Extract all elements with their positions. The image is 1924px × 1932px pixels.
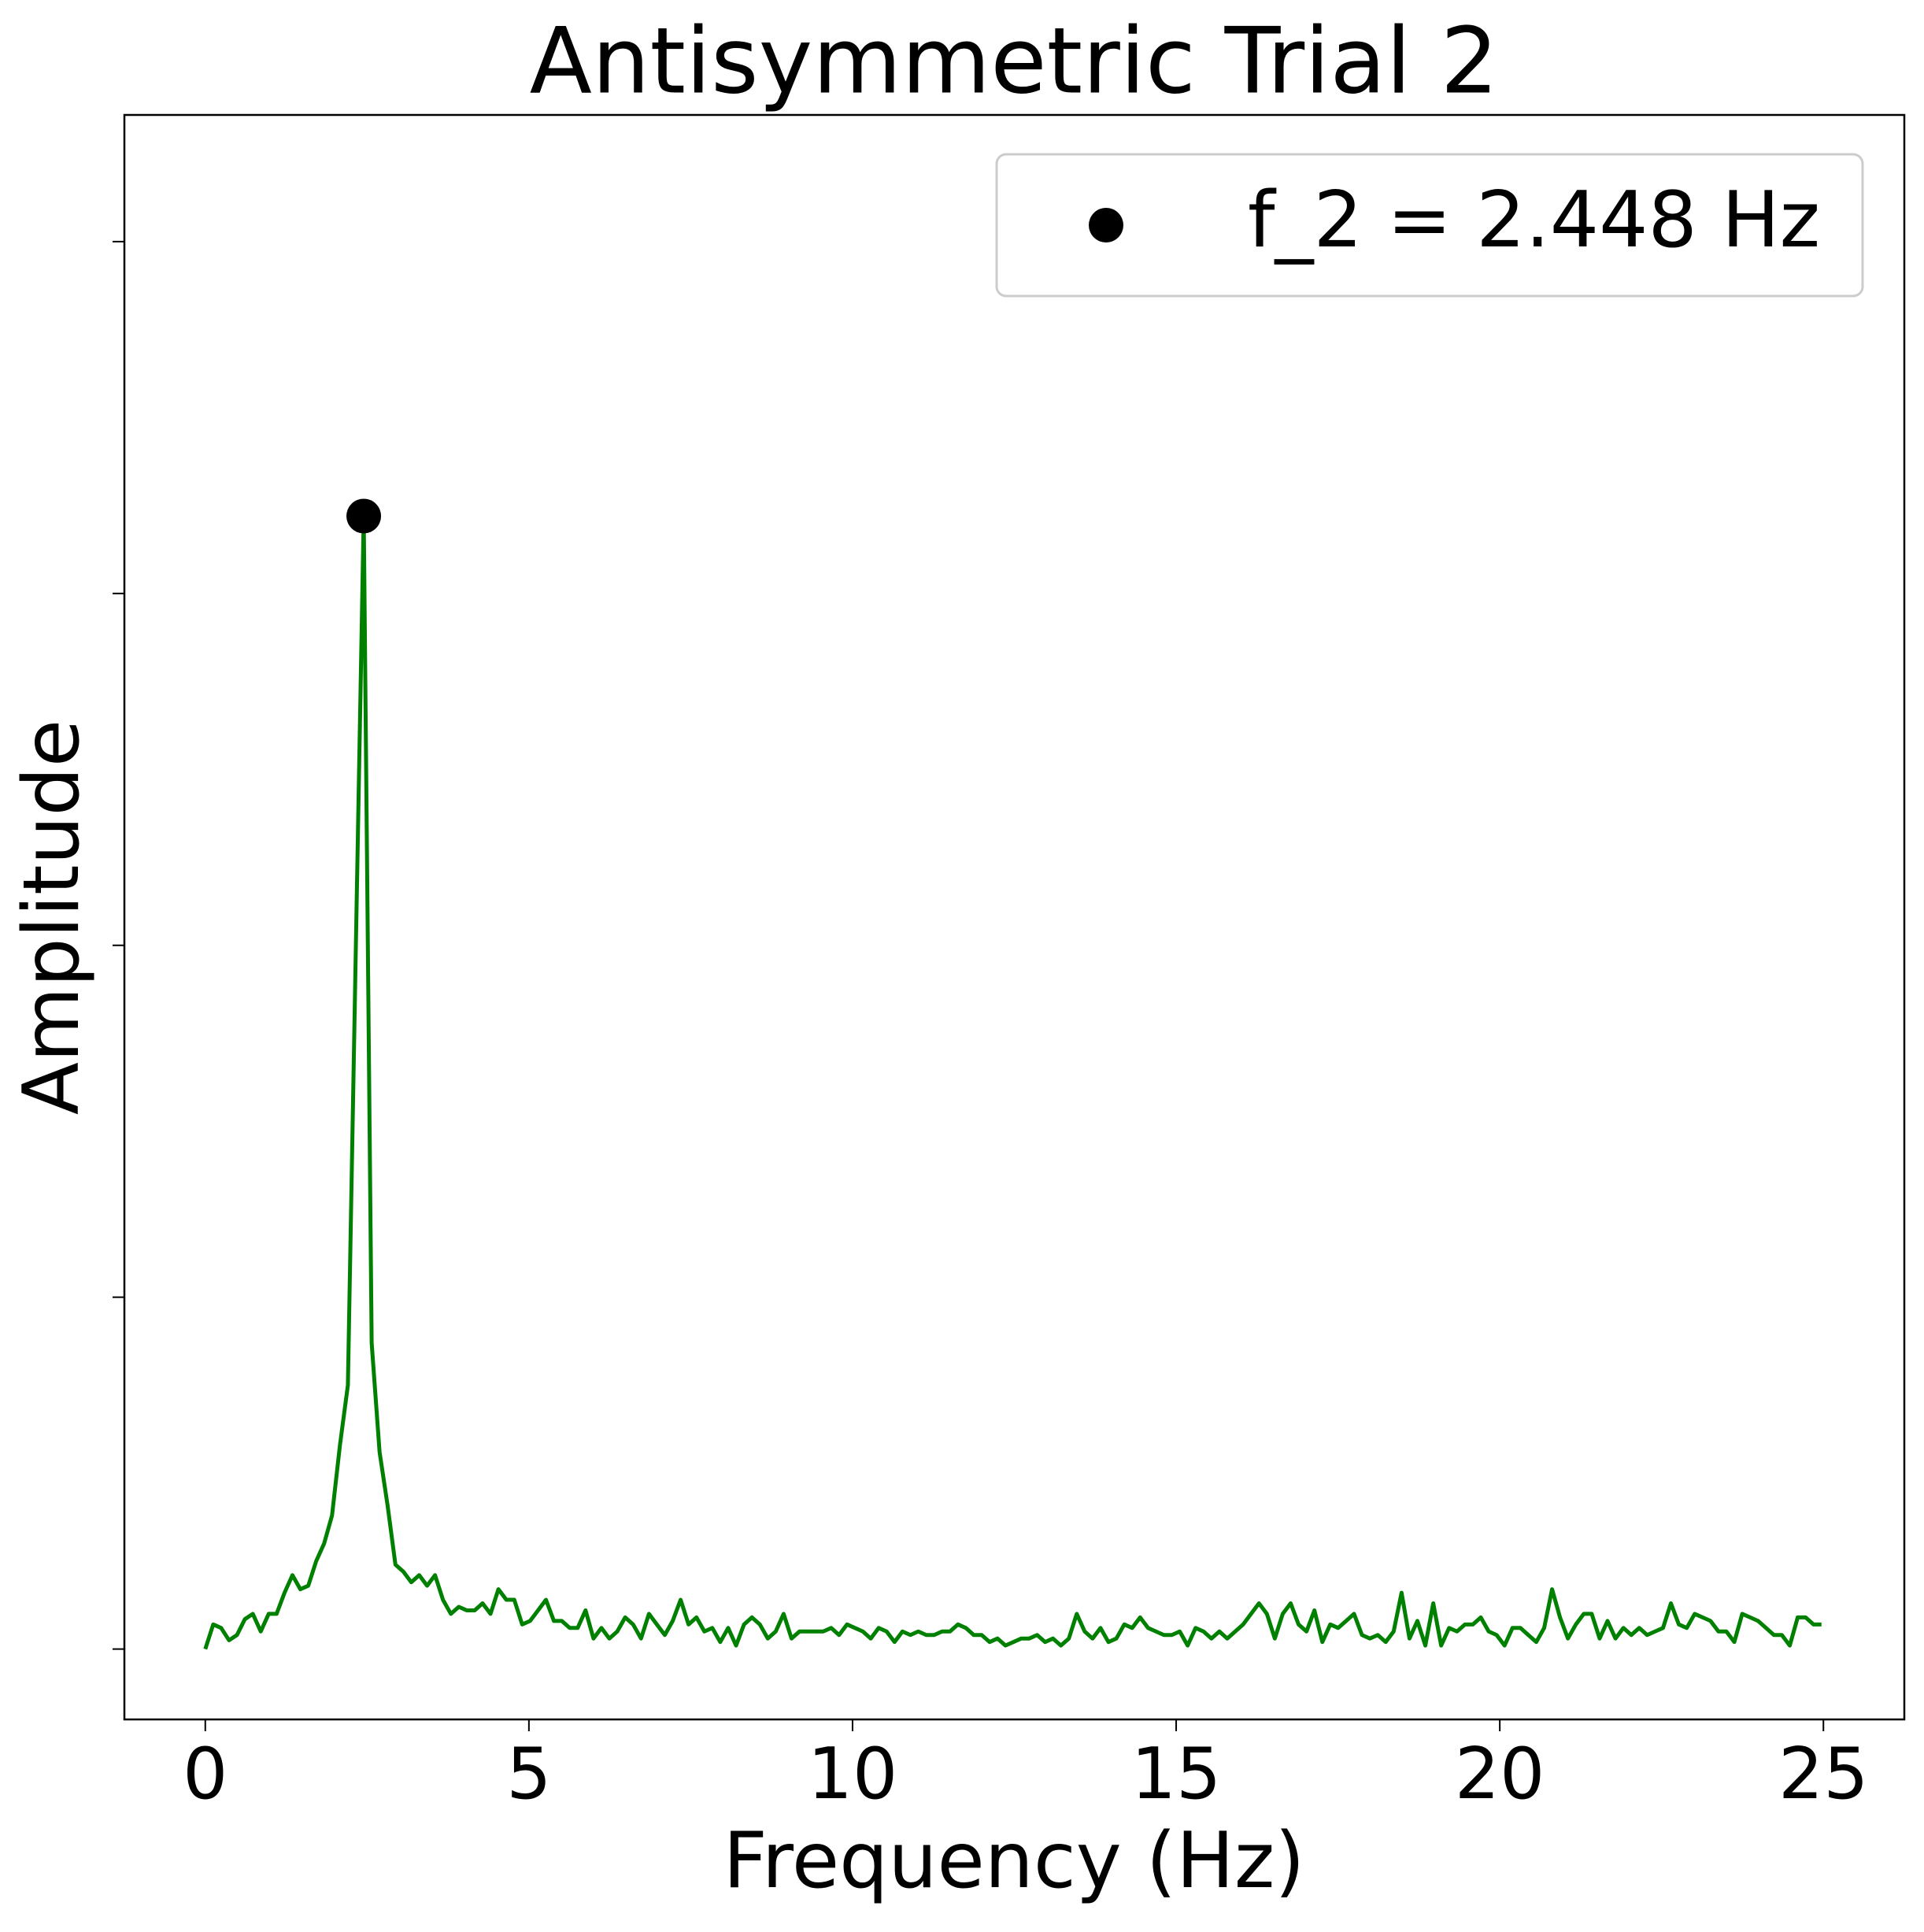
x-tick-label: 10 [808, 1733, 898, 1815]
legend-marker [1089, 208, 1123, 242]
x-tick-label: 25 [1778, 1733, 1869, 1815]
x-tick-label: 20 [1455, 1733, 1545, 1815]
y-axis-label: Amplitude [7, 720, 97, 1115]
x-axis-label: Frequency (Hz) [723, 1816, 1304, 1906]
plot-frame [123, 113, 1906, 1721]
chart-title: Antisymmetric Trial 2 [530, 9, 1499, 115]
peak-point [346, 498, 382, 534]
data-line [203, 514, 1822, 1650]
x-tick-label: 15 [1131, 1733, 1222, 1815]
legend-box [995, 153, 1864, 298]
legend-label: f_2 = 2.448 Hz [1248, 176, 1820, 265]
x-tick-label: 5 [506, 1733, 551, 1815]
legend: f_2 = 2.448 Hz [995, 153, 1864, 298]
x-tick-label: 0 [183, 1733, 228, 1815]
